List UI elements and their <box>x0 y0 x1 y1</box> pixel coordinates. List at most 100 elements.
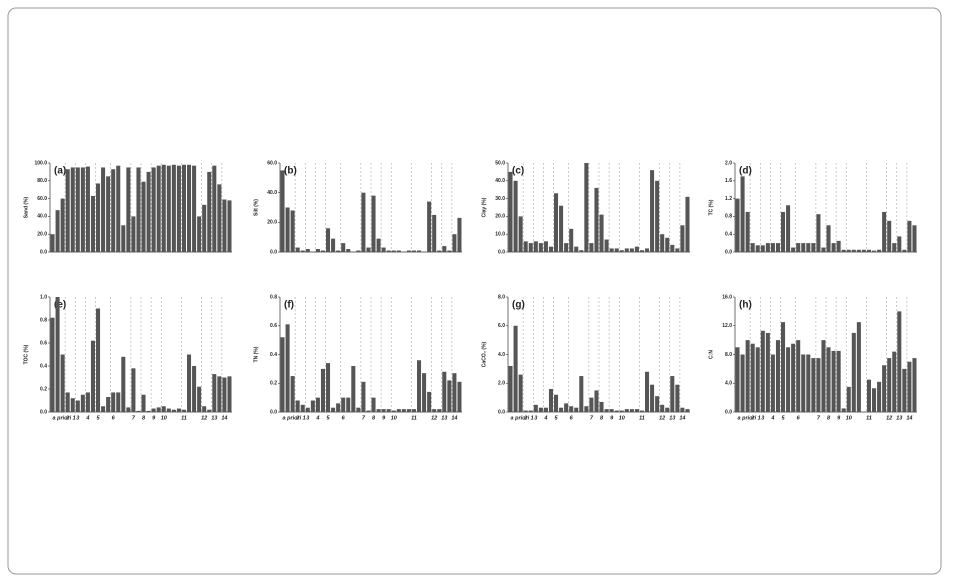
bar <box>836 240 841 252</box>
bar <box>680 407 685 412</box>
bar <box>740 176 745 252</box>
bar <box>639 410 644 412</box>
bar <box>770 243 775 252</box>
bar <box>765 332 770 412</box>
bar <box>655 180 660 252</box>
x-tick-label: 8 <box>142 415 146 421</box>
bar <box>457 217 462 252</box>
bar <box>508 171 513 252</box>
bar <box>417 360 422 412</box>
bar <box>136 410 141 412</box>
y-axis-label: TOC (%) <box>23 344 29 364</box>
bar <box>801 354 806 412</box>
bar <box>816 214 821 252</box>
bar <box>310 400 315 412</box>
y-tick-label: 12.0 <box>722 323 732 329</box>
bar <box>386 409 391 412</box>
bar <box>346 397 351 412</box>
y-tick-label: 60.0 <box>267 160 277 166</box>
y-tick-label: 8.0 <box>725 352 732 358</box>
bar <box>841 249 846 252</box>
bar <box>217 376 222 412</box>
bar <box>589 397 594 412</box>
y-tick-label: 8.0 <box>498 294 505 300</box>
bar <box>907 220 912 252</box>
bar <box>447 250 452 252</box>
bar <box>96 183 101 252</box>
bar <box>320 250 325 252</box>
y-tick-label: 2.0 <box>725 160 732 166</box>
bar <box>111 392 116 412</box>
bar <box>861 249 866 252</box>
x-tick-label: 11 <box>866 415 872 421</box>
bar <box>851 249 856 252</box>
bar <box>156 407 161 412</box>
bar <box>755 245 760 252</box>
bar <box>411 250 416 252</box>
bar <box>594 187 599 252</box>
y-tick-label: 0.0 <box>498 409 505 415</box>
bar <box>356 407 361 412</box>
bar <box>197 216 202 252</box>
x-tick-label: 11 <box>411 415 417 421</box>
bar <box>366 247 371 252</box>
panel-title: (f) <box>284 300 294 311</box>
x-tick-label: 8 <box>600 415 604 421</box>
x-tick-label: 9 <box>837 415 841 421</box>
bar <box>786 205 791 252</box>
bar <box>371 195 376 252</box>
bar <box>670 376 675 412</box>
bar <box>285 207 290 252</box>
x-tick-label: 11 <box>181 415 187 421</box>
bar <box>579 376 584 412</box>
bar <box>336 403 341 412</box>
bar <box>685 196 690 252</box>
bar <box>356 250 361 252</box>
bar <box>427 201 432 252</box>
bar <box>554 193 559 252</box>
bar <box>796 243 801 252</box>
bar <box>811 358 816 412</box>
y-tick-label: 0.2 <box>270 381 277 387</box>
bar <box>569 228 574 252</box>
bar <box>660 404 665 412</box>
bar <box>594 390 599 412</box>
bar <box>101 167 106 252</box>
bar <box>442 246 447 252</box>
x-tick-label: 6 <box>342 415 346 421</box>
y-axis-label: CaCO₃ (%) <box>481 341 487 367</box>
bar <box>897 236 902 252</box>
bar <box>315 249 320 252</box>
bar <box>609 248 614 252</box>
y-tick-label: 20.0 <box>37 232 47 238</box>
bar <box>523 241 528 252</box>
bar <box>101 406 106 412</box>
bar <box>872 388 877 412</box>
bar <box>543 407 548 412</box>
bar <box>634 246 639 252</box>
bar <box>554 394 559 412</box>
x-tick-label: 8 <box>372 415 376 421</box>
bar <box>280 170 285 252</box>
bar <box>151 408 156 412</box>
bar <box>376 409 381 412</box>
bar <box>121 356 126 412</box>
bar <box>912 225 917 252</box>
y-axis-label: Sand (%) <box>23 196 29 218</box>
bar <box>584 406 589 412</box>
bar <box>285 324 290 412</box>
x-tick-label: 7 <box>817 415 821 421</box>
bar <box>619 410 624 412</box>
bar <box>559 205 564 252</box>
bar <box>50 317 55 412</box>
bar <box>376 238 381 252</box>
bar <box>131 368 136 412</box>
x-tick-label: 5 <box>96 415 100 421</box>
bar <box>528 410 533 412</box>
bar <box>523 410 528 412</box>
bar <box>892 243 897 252</box>
bar <box>564 243 569 252</box>
y-axis-label: TC (%) <box>708 199 714 215</box>
bar <box>831 350 836 412</box>
bar <box>775 340 780 412</box>
